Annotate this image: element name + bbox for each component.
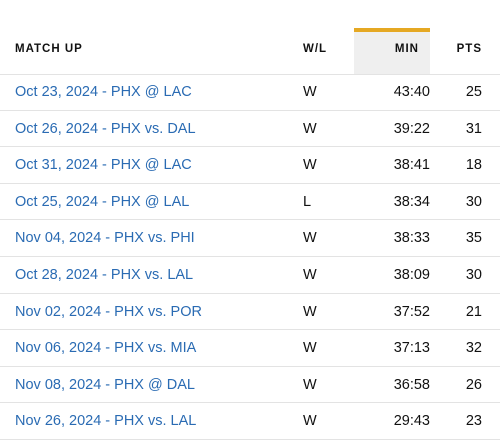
table-row: Oct 31, 2024 - PHX @ LAC W 38:41 18 [0, 147, 500, 184]
table-row: Nov 04, 2024 - PHX vs. PHI W 38:33 35 [0, 220, 500, 257]
match-up-link[interactable]: Nov 04, 2024 - PHX vs. PHI [15, 230, 195, 247]
wl-cell: L [303, 193, 312, 210]
wl-cell: W [303, 303, 317, 320]
pts-cell: 21 [465, 303, 482, 320]
table-row: Nov 26, 2024 - PHX vs. LAL W 29:43 23 [0, 403, 500, 440]
wl-cell: W [303, 157, 317, 174]
match-up-link[interactable]: Oct 26, 2024 - PHX vs. DAL [15, 120, 196, 137]
pts-cell: 18 [465, 157, 482, 174]
column-header-match-up[interactable]: MATCH UP [15, 43, 83, 55]
min-cell: 38:34 [393, 193, 430, 210]
min-cell: 38:09 [393, 266, 430, 283]
table-body: Oct 23, 2024 - PHX @ LAC W 43:40 25 Oct 26, … [0, 74, 500, 440]
match-up-link[interactable]: Nov 08, 2024 - PHX @ DAL [15, 376, 195, 393]
pts-cell: 30 [465, 193, 482, 210]
wl-cell: W [303, 413, 317, 430]
min-cell: 43:40 [393, 84, 430, 100]
table-row: Oct 26, 2024 - PHX vs. DAL W 39:22 31 [0, 111, 500, 148]
table-row: Nov 06, 2024 - PHX vs. MIA W 37:13 32 [0, 330, 500, 367]
match-up-link[interactable]: Nov 06, 2024 - PHX vs. MIA [15, 340, 197, 357]
wl-cell: W [303, 376, 317, 393]
pts-cell: 30 [465, 266, 482, 283]
column-header-wl[interactable]: W/L [303, 43, 328, 55]
pts-cell: 25 [465, 84, 482, 100]
match-up-link[interactable]: Oct 23, 2024 - PHX @ LAC [15, 84, 192, 100]
min-cell: 38:41 [393, 157, 430, 174]
pts-cell: 32 [465, 340, 482, 357]
table-row: Nov 08, 2024 - PHX @ DAL W 36:58 26 [0, 367, 500, 404]
column-header-pts[interactable]: PTS [456, 43, 482, 55]
table-row: Oct 25, 2024 - PHX @ LAL L 38:34 30 [0, 184, 500, 221]
match-up-link[interactable]: Nov 02, 2024 - PHX vs. POR [15, 303, 202, 320]
table-header: MATCH UP W/L MIN PTS [0, 0, 500, 75]
pts-cell: 26 [465, 376, 482, 393]
table-row: Oct 28, 2024 - PHX vs. LAL W 38:09 30 [0, 257, 500, 294]
wl-cell: W [303, 84, 317, 100]
wl-cell: W [303, 340, 317, 357]
pts-cell: 23 [465, 413, 482, 430]
wl-cell: W [303, 230, 317, 247]
match-up-link[interactable]: Nov 26, 2024 - PHX vs. LAL [15, 413, 197, 430]
min-cell: 37:52 [393, 303, 430, 320]
pts-cell: 31 [465, 120, 482, 137]
min-cell: 36:58 [393, 376, 430, 393]
min-cell: 38:33 [393, 230, 430, 247]
pts-cell: 35 [465, 230, 482, 247]
table-row: Oct 23, 2024 - PHX @ LAC W 43:40 25 [0, 74, 500, 111]
column-header-min-sorted[interactable]: MIN [354, 28, 430, 74]
match-up-link[interactable]: Oct 25, 2024 - PHX @ LAL [15, 193, 190, 210]
min-cell: 39:22 [393, 120, 430, 137]
table-row: Nov 02, 2024 - PHX vs. POR W 37:52 21 [0, 294, 500, 331]
min-cell: 29:43 [393, 413, 430, 430]
match-up-link[interactable]: Oct 28, 2024 - PHX vs. LAL [15, 266, 194, 283]
match-up-link[interactable]: Oct 31, 2024 - PHX @ LAC [15, 157, 192, 174]
wl-cell: W [303, 266, 317, 283]
column-header-min: MIN [394, 43, 419, 55]
min-cell: 37:13 [393, 340, 430, 357]
wl-cell: W [303, 120, 317, 137]
